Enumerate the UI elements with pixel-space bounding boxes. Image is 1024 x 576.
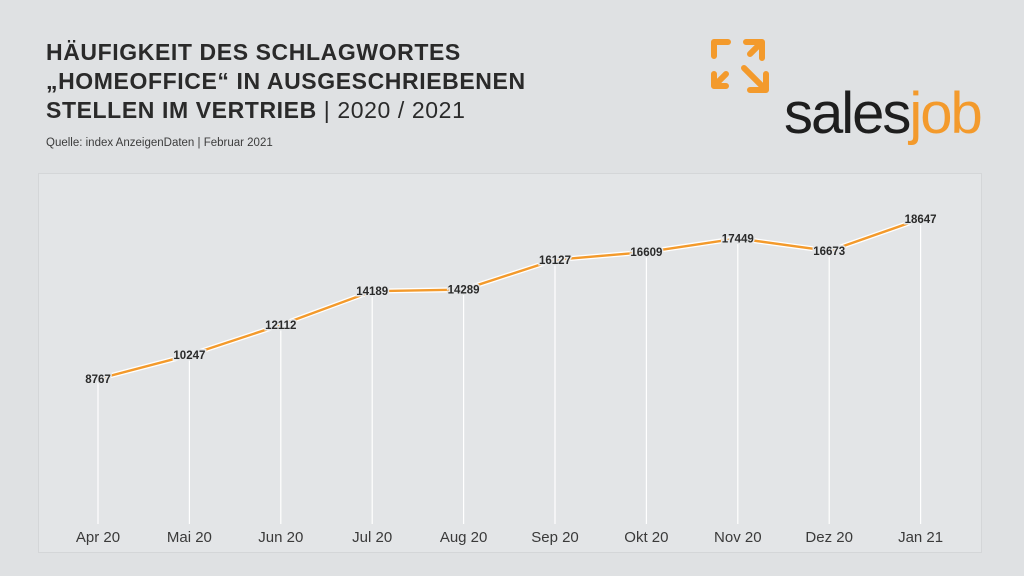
x-tick-label-7: Okt 20 (624, 529, 668, 546)
data-label-9: 16673 (813, 246, 845, 258)
data-label-5: 14289 (448, 285, 480, 297)
x-tick-label-5: Aug 20 (440, 529, 488, 546)
series-line (96, 217, 922, 381)
data-label-3: 12112 (265, 320, 296, 332)
data-label-7: 16609 (630, 247, 662, 259)
x-tick-label-1: Apr 20 (76, 529, 120, 546)
data-label-4: 14189 (356, 286, 388, 298)
x-tick-label-10: Jan 21 (898, 529, 943, 546)
series-line-outline (95, 216, 924, 382)
title-line-3: STELLEN IM VERTRIEB | 2020 / 2021 (46, 96, 526, 125)
x-tick-label-6: Sep 20 (531, 529, 579, 546)
salesjob-logo: salesjob (700, 30, 1000, 150)
logo-word-sales: sales (784, 81, 911, 146)
x-tick-label-3: Jun 20 (258, 529, 303, 546)
title-year-range: | 2020 / 2021 (316, 97, 466, 123)
line-chart: 8767 10247 12112 14189 14289 16127 16609 17449 1… (76, 213, 943, 547)
x-tick-label-4: Jul 20 (352, 529, 392, 546)
title-line-2: „HOMEOFFICE“ IN AUSGESCHRIEBENEN (46, 68, 526, 94)
chart-title: HÄUFIGKEIT DES SCHLAGWORTES „HOMEOFFICE“… (46, 38, 526, 125)
data-label-2: 10247 (173, 350, 205, 362)
data-label-6: 16127 (539, 255, 571, 267)
logo-word-job: job (909, 81, 982, 146)
data-label-1: 8767 (85, 374, 111, 386)
title-line-1: HÄUFIGKEIT DES SCHLAGWORTES (46, 39, 461, 65)
arrows-logo-icon (711, 39, 769, 93)
logo-wordmark: salesjob (784, 81, 983, 146)
source-note: Quelle: index AnzeigenDaten | Februar 20… (46, 137, 273, 149)
x-tick-label-2: Mai 20 (167, 529, 212, 546)
x-tick-label-9: Dez 20 (805, 529, 853, 546)
data-label-8: 17449 (722, 233, 754, 245)
chart-panel: 8767 10247 12112 14189 14289 16127 16609 17449 1… (38, 173, 982, 553)
x-tick-label-8: Nov 20 (714, 529, 762, 546)
data-label-10: 18647 (905, 214, 937, 226)
title-line-3-text: STELLEN IM VERTRIEB (46, 97, 317, 123)
